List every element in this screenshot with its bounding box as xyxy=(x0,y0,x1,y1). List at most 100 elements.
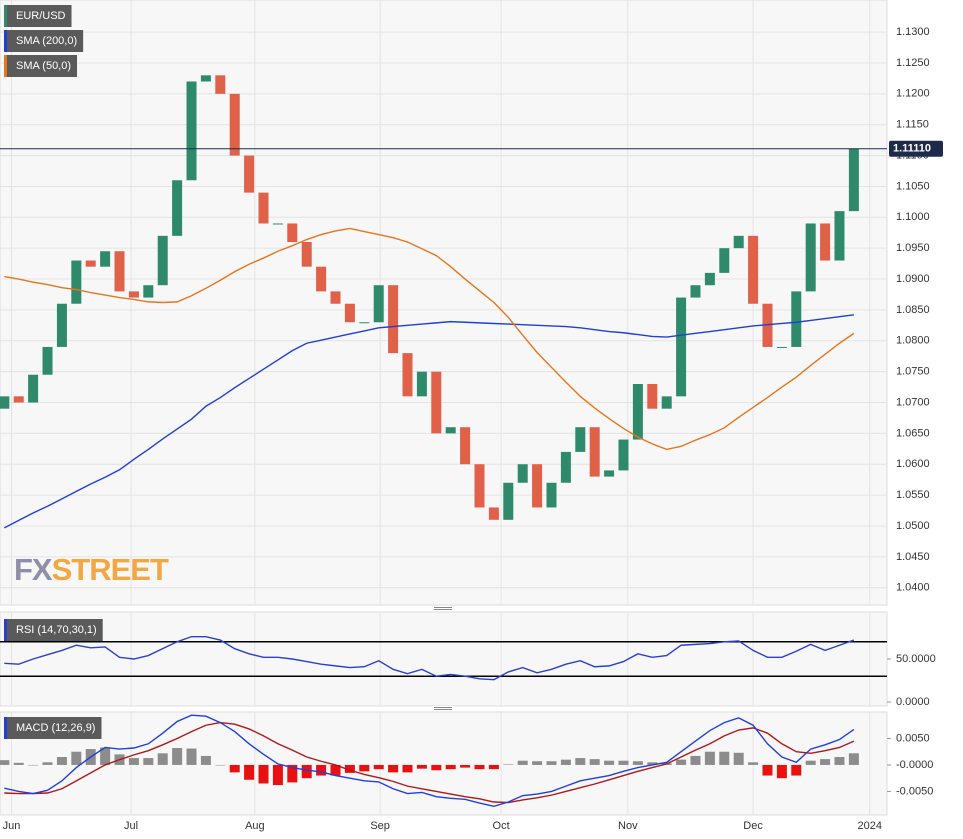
histogram-bar xyxy=(215,764,226,766)
histogram-bar xyxy=(143,758,154,765)
histogram-bar xyxy=(344,764,355,773)
legend-label: EUR/USD xyxy=(16,10,66,22)
histogram-bar xyxy=(791,764,802,776)
candle xyxy=(330,291,341,304)
x-tick-label: 2024 xyxy=(857,820,881,832)
histogram-bar xyxy=(704,751,715,765)
candle xyxy=(704,272,715,286)
histogram-bar xyxy=(445,764,456,770)
histogram-bar xyxy=(618,760,629,765)
histogram-bar xyxy=(200,755,211,765)
y-tick-label: 1.0950 xyxy=(896,242,930,254)
histogram-bar xyxy=(416,764,427,769)
histogram-bar xyxy=(172,748,183,765)
candle xyxy=(474,464,485,508)
histogram-bar xyxy=(287,764,298,783)
candle xyxy=(748,235,759,304)
candle xyxy=(647,383,658,409)
candle xyxy=(733,235,744,249)
legend-box xyxy=(4,55,78,77)
legend-swatch xyxy=(4,619,7,641)
histogram-bar xyxy=(748,762,759,765)
y-tick-label: 0.0050 xyxy=(896,732,930,744)
histogram-bar xyxy=(330,764,341,776)
histogram-bar xyxy=(229,764,240,773)
candle xyxy=(431,371,442,434)
x-tick-label: Aug xyxy=(245,820,265,832)
legend-swatch xyxy=(4,55,7,77)
candle xyxy=(632,383,643,440)
candle xyxy=(690,285,701,298)
y-tick-label: -0.0000 xyxy=(896,759,933,771)
candle xyxy=(575,427,586,452)
candle xyxy=(13,396,24,403)
candle xyxy=(460,427,471,465)
rsi-panel xyxy=(0,611,888,707)
y-tick-label: 1.0650 xyxy=(896,427,930,439)
histogram-bar xyxy=(820,759,831,765)
histogram-bar xyxy=(517,760,528,765)
histogram-bar xyxy=(128,758,139,765)
candle xyxy=(56,303,67,347)
panel-handle[interactable] xyxy=(432,706,454,711)
histogram-bar xyxy=(186,748,197,765)
legend-item: SMA (200,0) xyxy=(4,30,84,52)
y-tick-label: 1.1000 xyxy=(896,211,930,223)
histogram-bar xyxy=(359,764,370,772)
histogram-bar xyxy=(474,764,485,770)
candle xyxy=(791,291,802,347)
last-price-tag xyxy=(889,140,943,157)
legend-box xyxy=(4,30,84,52)
candle xyxy=(416,371,427,397)
line xyxy=(4,714,855,807)
histogram-bar xyxy=(834,757,845,765)
y-tick-label: 1.1300 xyxy=(896,26,930,38)
y-tick-label: 50.0000 xyxy=(896,653,936,665)
candle xyxy=(776,346,787,348)
line xyxy=(3,314,854,529)
histogram-bar xyxy=(805,760,816,765)
candle xyxy=(128,291,139,298)
candle xyxy=(186,81,197,181)
histogram-bar xyxy=(575,758,586,765)
candle xyxy=(676,297,687,397)
histogram-bar xyxy=(157,753,168,765)
histogram-bar xyxy=(488,764,499,770)
candle xyxy=(143,285,154,298)
candle xyxy=(359,322,370,324)
candle xyxy=(344,303,355,323)
y-tick-label: 1.1250 xyxy=(896,57,930,69)
candle xyxy=(172,180,183,236)
histogram-bar xyxy=(301,764,312,779)
candle xyxy=(546,482,557,508)
line xyxy=(4,635,855,681)
last-price-label: 1.11110 xyxy=(893,143,931,155)
y-tick-label: 1.1150 xyxy=(896,119,929,131)
histogram-bar xyxy=(431,764,442,771)
candle xyxy=(373,285,384,323)
histogram-bar xyxy=(647,762,658,765)
histogram-bar xyxy=(762,764,773,776)
histogram-bar xyxy=(632,761,643,765)
candle xyxy=(661,396,672,409)
x-tick-label: Dec xyxy=(743,820,763,832)
y-tick-label: 1.0850 xyxy=(896,304,930,316)
legend-label: MACD (12,26,9) xyxy=(16,722,95,734)
histogram-bar xyxy=(503,764,514,765)
y-tick-label: 1.0600 xyxy=(896,458,930,470)
panel-handle[interactable] xyxy=(432,606,454,611)
y-tick-label: 1.0700 xyxy=(896,396,930,408)
candle xyxy=(200,75,211,82)
histogram-bar xyxy=(676,759,687,765)
histogram-bar xyxy=(272,764,283,786)
legend-swatch xyxy=(4,717,7,739)
candle xyxy=(114,251,125,292)
histogram-bar xyxy=(388,764,399,773)
histogram-bar xyxy=(316,764,327,776)
candle xyxy=(85,260,96,267)
x-tick-label: Oct xyxy=(493,820,510,832)
y-tick-label: 1.0400 xyxy=(896,582,930,594)
histogram-bar xyxy=(460,764,471,768)
line xyxy=(4,721,855,804)
